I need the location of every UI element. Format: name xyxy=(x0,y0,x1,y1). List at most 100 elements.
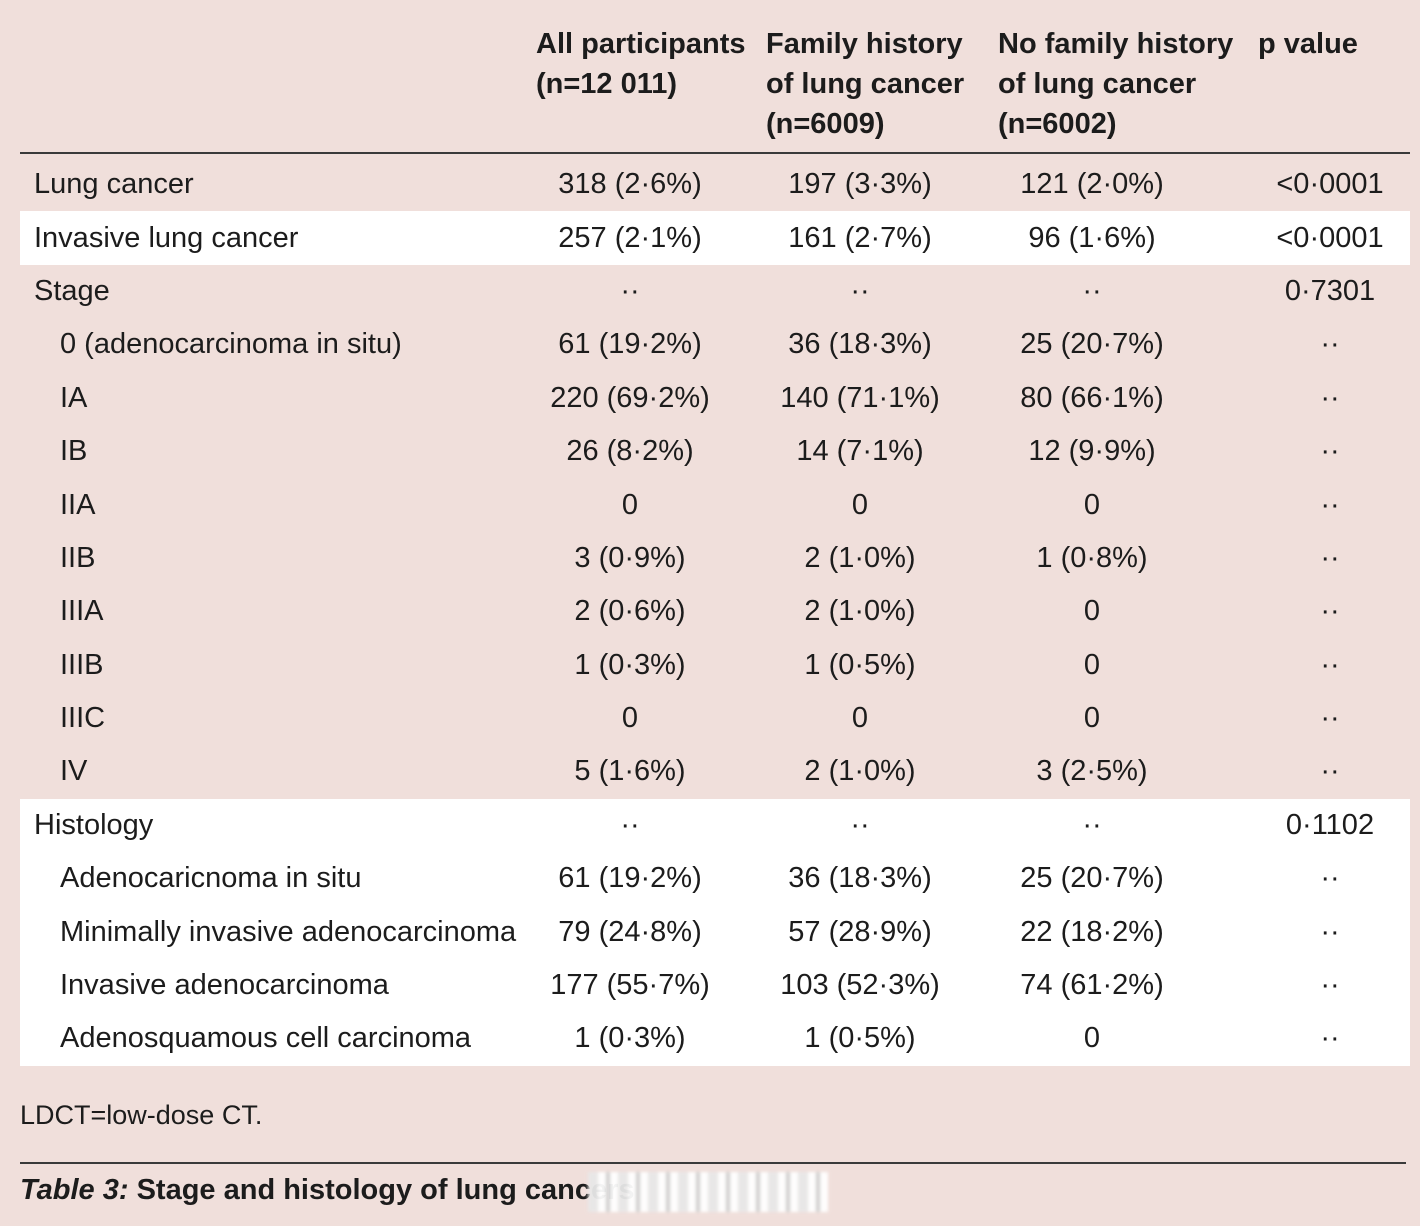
cell-all-participants: 2 (0·6%) xyxy=(574,595,686,628)
cell-all-participants: 0 xyxy=(621,488,639,521)
cell-p-value: <0·0001 xyxy=(1276,168,1384,201)
col-header-family-history: Family history of lung cancer (n=6009) xyxy=(766,28,965,140)
cell-all-participants: ·· xyxy=(620,808,640,841)
row-label: Stage xyxy=(34,274,110,307)
cell-family-history: 2 (1·0%) xyxy=(804,755,916,788)
redacted-watermark xyxy=(588,1172,828,1212)
cell-no-family-history: ·· xyxy=(1082,808,1102,841)
cell-family-history: 2 (1·0%) xyxy=(804,595,916,628)
cell-p-value: ·· xyxy=(1320,702,1340,735)
col-header-no-family-history: No family history of lung cancer (n=6002… xyxy=(998,28,1234,140)
row-label: Invasive adenocarcinoma xyxy=(60,969,389,1002)
cell-p-value: ·· xyxy=(1320,541,1340,574)
cell-p-value: ·· xyxy=(1320,969,1340,1002)
table-row: IIIC 0 0 0 ·· xyxy=(20,692,1410,745)
cell-no-family-history: 25 (20·7%) xyxy=(1020,328,1164,361)
cell-no-family-history: 1 (0·8%) xyxy=(1036,541,1148,574)
cell-family-history: 2 (1·0%) xyxy=(804,541,916,574)
cell-no-family-history: ·· xyxy=(1082,274,1102,307)
cell-all-participants: 61 (19·2%) xyxy=(558,328,702,361)
row-label: Adenocaricnoma in situ xyxy=(60,862,362,895)
table-row: Adenosquamous cell carcinoma 1 (0·3%) 1 (0… xyxy=(20,1012,1410,1066)
cell-p-value: ·· xyxy=(1320,488,1340,521)
cell-all-participants: 61 (19·2%) xyxy=(558,862,702,895)
cell-family-history: 197 (3·3%) xyxy=(788,168,932,201)
cell-all-participants: 3 (0·9%) xyxy=(574,541,686,574)
cell-family-history: 0 xyxy=(851,488,869,521)
cell-family-history: 57 (28·9%) xyxy=(788,915,932,948)
cell-family-history: 1 (0·5%) xyxy=(804,1022,916,1055)
cell-p-value: ·· xyxy=(1320,755,1340,788)
cell-no-family-history: 0 xyxy=(1083,488,1101,521)
cell-all-participants: 318 (2·6%) xyxy=(558,168,702,201)
table-row: Histology ·· ·· ·· 0·1102 xyxy=(20,798,1410,853)
cell-all-participants: 257 (2·1%) xyxy=(558,221,702,254)
cell-family-history: 14 (7·1%) xyxy=(796,435,924,468)
table-row: IA 220 (69·2%) 140 (71·1%) 80 (66·1%) ·· xyxy=(20,372,1410,425)
cell-all-participants: 5 (1·6%) xyxy=(574,755,686,788)
row-label: IV xyxy=(60,755,88,788)
table-caption: Table 3: Stage and histology of lung can… xyxy=(20,1174,635,1207)
cell-p-value: ·· xyxy=(1320,381,1340,414)
table-row: IIB 3 (0·9%) 2 (1·0%) 1 (0·8%) ·· xyxy=(20,532,1410,585)
table-row: Lung cancer 318 (2·6%) 197 (3·3%) 121 (2·0%… xyxy=(20,158,1410,211)
cell-no-family-history: 80 (66·1%) xyxy=(1020,381,1164,414)
cell-no-family-history: 0 xyxy=(1083,648,1101,681)
row-label: IIB xyxy=(60,541,96,574)
cell-no-family-history: 96 (1·6%) xyxy=(1028,221,1156,254)
cell-no-family-history: 121 (2·0%) xyxy=(1020,168,1164,201)
cell-family-history: 36 (18·3%) xyxy=(788,328,932,361)
cell-p-value: ·· xyxy=(1320,862,1340,895)
cell-family-history: 1 (0·5%) xyxy=(804,648,916,681)
header-divider xyxy=(20,152,1410,154)
col-header-p-value: p value xyxy=(1258,28,1358,60)
row-label: 0 (adenocarcinoma in situ) xyxy=(60,328,402,361)
table-row: Invasive lung cancer 257 (2·1%) 161 (2·7%)… xyxy=(20,211,1410,265)
cell-all-participants: ·· xyxy=(620,274,640,307)
cell-no-family-history: 25 (20·7%) xyxy=(1020,862,1164,895)
caption-text: Stage and histology of lung cancers xyxy=(128,1174,635,1206)
cell-p-value: ·· xyxy=(1320,915,1340,948)
row-label: IB xyxy=(60,435,88,468)
cell-all-participants: 79 (24·8%) xyxy=(558,915,702,948)
cell-all-participants: 1 (0·3%) xyxy=(574,1022,686,1055)
cell-family-history: ·· xyxy=(850,808,870,841)
row-label: Lung cancer xyxy=(34,168,194,201)
table-row: IV 5 (1·6%) 2 (1·0%) 3 (2·5%) ·· xyxy=(20,745,1410,798)
table-row: IIA 0 0 0 ·· xyxy=(20,478,1410,531)
row-label: IIIC xyxy=(60,702,106,735)
cell-p-value: ·· xyxy=(1320,595,1340,628)
table-row: IIIA 2 (0·6%) 2 (1·0%) 0 ·· xyxy=(20,585,1410,638)
row-label: Histology xyxy=(34,808,154,841)
cell-p-value: ·· xyxy=(1320,435,1340,468)
cell-family-history: 0 xyxy=(851,702,869,735)
row-label: IA xyxy=(60,381,88,414)
cell-no-family-history: 12 (9·9%) xyxy=(1028,435,1156,468)
cell-all-participants: 177 (55·7%) xyxy=(550,969,710,1002)
table-row: Adenocaricnoma in situ 61 (19·2%) 36 (18·3… xyxy=(20,852,1410,906)
cell-no-family-history: 0 xyxy=(1083,702,1101,735)
cell-all-participants: 0 xyxy=(621,702,639,735)
table-row: 0 (adenocarcinoma in situ) 61 (19·2%) 36 (… xyxy=(20,318,1410,371)
cell-all-participants: 220 (69·2%) xyxy=(550,381,710,414)
table-row: Minimally invasive adenocarcinoma 79 (24·… xyxy=(20,905,1410,959)
cell-family-history: 161 (2·7%) xyxy=(788,221,932,254)
data-table: Lung cancer 318 (2·6%) 197 (3·3%) 121 (2·0%… xyxy=(20,158,1410,1066)
row-label: IIA xyxy=(60,488,96,521)
row-label: IIIA xyxy=(60,595,104,628)
cell-all-participants: 26 (8·2%) xyxy=(566,435,694,468)
cell-family-history: 36 (18·3%) xyxy=(788,862,932,895)
cell-no-family-history: 0 xyxy=(1083,1022,1101,1055)
table-row: IIIB 1 (0·3%) 1 (0·5%) 0 ·· xyxy=(20,639,1410,692)
cell-family-history: 140 (71·1%) xyxy=(780,381,940,414)
footnote: LDCT=low-dose CT. xyxy=(20,1100,263,1130)
cell-no-family-history: 3 (2·5%) xyxy=(1036,755,1148,788)
cell-no-family-history: 0 xyxy=(1083,595,1101,628)
cell-p-value: ·· xyxy=(1320,648,1340,681)
cell-family-history: ·· xyxy=(850,274,870,307)
cell-all-participants: 1 (0·3%) xyxy=(574,648,686,681)
table-row: IB 26 (8·2%) 14 (7·1%) 12 (9·9%) ·· xyxy=(20,425,1410,478)
cell-no-family-history: 74 (61·2%) xyxy=(1020,969,1164,1002)
table-row: Invasive adenocarcinoma 177 (55·7%) 103 (5… xyxy=(20,958,1410,1013)
caption-divider xyxy=(20,1162,1406,1164)
